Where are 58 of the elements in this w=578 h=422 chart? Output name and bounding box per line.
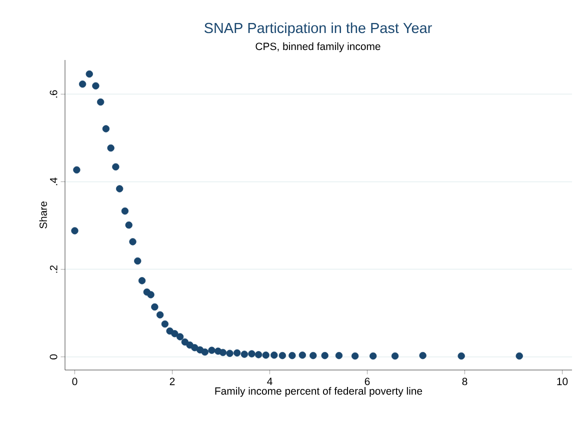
point	[351, 352, 359, 360]
point	[134, 257, 142, 265]
point	[419, 352, 426, 360]
point	[226, 350, 234, 357]
point	[262, 352, 270, 359]
y-tick-label: .2	[50, 265, 58, 273]
y-tick-label: .6	[50, 90, 58, 98]
point	[107, 144, 114, 152]
point	[458, 352, 465, 360]
point	[201, 348, 208, 356]
point	[310, 352, 317, 360]
point	[156, 311, 164, 318]
point	[125, 221, 132, 229]
point	[73, 166, 80, 174]
x-tick-label: 2	[170, 378, 175, 386]
chart-subtitle: CPS, binned family income	[256, 42, 380, 52]
point	[391, 352, 399, 360]
x-tick-label: 0	[72, 378, 78, 386]
point	[234, 349, 241, 357]
point	[121, 207, 129, 215]
point	[248, 350, 256, 358]
point	[278, 352, 286, 360]
point	[92, 82, 100, 90]
x-tick-label: 10	[557, 378, 568, 386]
point	[321, 352, 328, 360]
point	[129, 238, 136, 246]
point	[71, 227, 78, 234]
point	[240, 350, 248, 358]
y-axis-title: Share	[39, 202, 47, 228]
point	[116, 185, 124, 192]
point	[288, 352, 296, 360]
point	[112, 163, 120, 170]
point	[97, 98, 104, 106]
point	[86, 70, 93, 78]
x-axis-title: Family income percent of federal poverty line	[215, 387, 422, 397]
point	[270, 352, 278, 359]
x-tick-label: 6	[364, 378, 370, 386]
x-tick-label: 4	[267, 378, 272, 385]
point	[335, 352, 343, 360]
point	[138, 277, 146, 284]
point	[161, 320, 169, 328]
point	[219, 348, 227, 356]
point	[298, 352, 306, 359]
point	[208, 346, 216, 354]
point	[254, 351, 262, 358]
x-tick-label: 8	[462, 378, 468, 386]
point	[516, 352, 523, 360]
point	[171, 330, 178, 338]
y-tick-label: .4	[50, 178, 58, 186]
point	[176, 333, 184, 340]
point	[151, 303, 158, 311]
chart-title: SNAP Participation in the Past Year	[204, 22, 432, 36]
point	[370, 352, 377, 360]
y-tick-label: 0	[50, 354, 58, 360]
point	[147, 291, 154, 298]
point	[191, 344, 198, 352]
point	[78, 80, 86, 88]
point	[102, 125, 110, 132]
